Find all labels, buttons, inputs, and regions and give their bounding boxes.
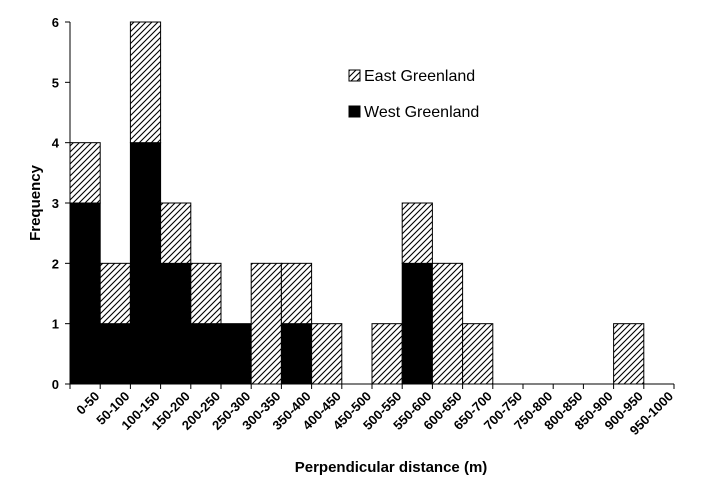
y-tick-label-1: 1 [52, 317, 59, 332]
y-tick-label-6: 6 [52, 15, 59, 30]
bar-east-greenland-50-100 [99, 262, 131, 325]
legend-label-east-greenland: East Greenland [364, 68, 475, 85]
bar-east-greenland-300-350 [250, 262, 282, 385]
y-tick-label-4: 4 [52, 136, 60, 151]
bar-west-greenland-0-50 [69, 202, 101, 385]
legend-swatch-west-greenland [348, 105, 361, 118]
bars-layer [69, 21, 645, 385]
bar-west-greenland-50-100 [99, 323, 131, 385]
y-tick-label-2: 2 [52, 256, 59, 271]
x-tick-labels: 0-5050-100100-150150-200200-250250-30030… [73, 389, 676, 438]
y-tick-label-0: 0 [52, 377, 59, 392]
x-axis-title: Perpendicular distance (m) [295, 459, 488, 476]
bar-east-greenland-350-400 [280, 262, 313, 325]
y-axis-title: Frequency [27, 164, 44, 241]
bar-west-greenland-150-200 [160, 262, 192, 385]
bar-east-greenland-0-50 [69, 142, 101, 204]
bar-east-greenland-550-600 [401, 202, 433, 264]
bar-east-greenland-100-150 [129, 21, 162, 144]
y-tick-label-3: 3 [52, 196, 59, 211]
y-tick-label-5: 5 [52, 75, 59, 90]
bar-east-greenland-600-650 [431, 262, 464, 385]
bar-east-greenland-650-700 [462, 323, 494, 385]
legend-label-west-greenland: West Greenland [364, 104, 479, 121]
bar-east-greenland-150-200 [160, 202, 192, 264]
bar-east-greenland-500-550 [371, 323, 403, 385]
bar-east-greenland-900-950 [613, 323, 645, 385]
bar-west-greenland-200-250 [190, 323, 222, 385]
bar-east-greenland-200-250 [190, 262, 222, 325]
bar-west-greenland-550-600 [401, 262, 433, 385]
bar-west-greenland-250-300 [220, 323, 252, 385]
bar-east-greenland-400-450 [311, 323, 343, 385]
axes-layer [65, 21, 675, 389]
y-tick-labels: 0 1 2 3 4 5 6 [52, 15, 60, 392]
legend: East Greenland West Greenland [348, 68, 479, 121]
bar-west-greenland-100-150 [129, 142, 162, 385]
bar-west-greenland-350-400 [280, 323, 313, 385]
legend-swatch-east-greenland [348, 69, 361, 82]
